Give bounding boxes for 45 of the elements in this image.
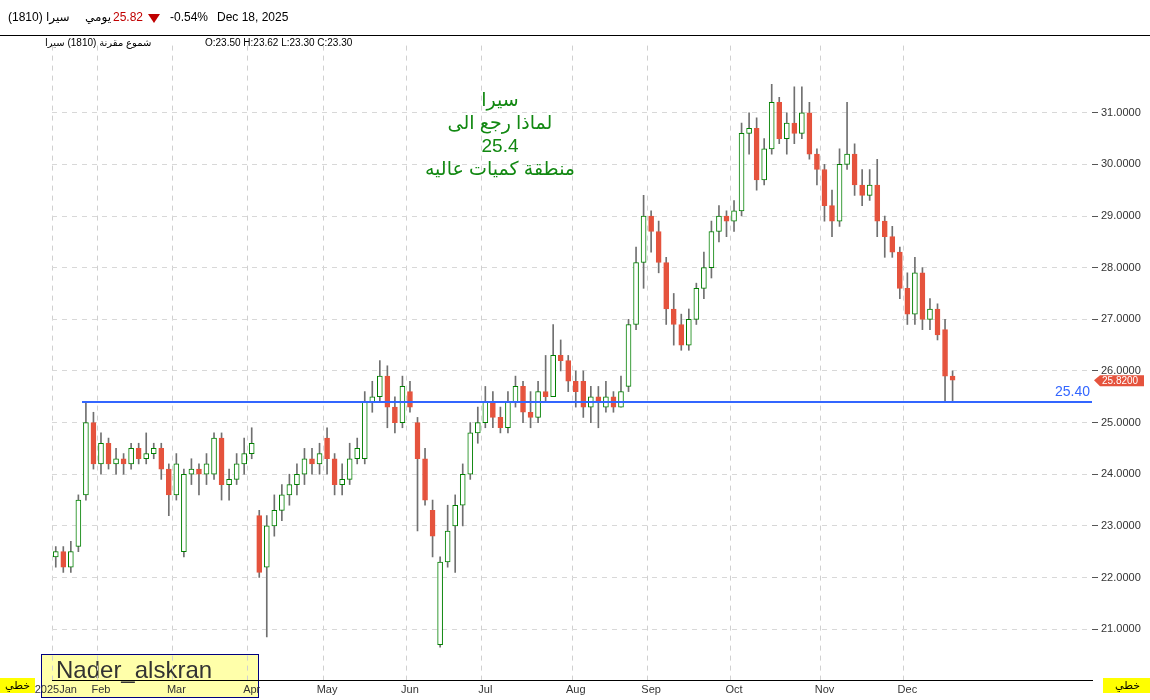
x-tick-label: Dec (897, 683, 918, 696)
scale-button: خطي (1103, 678, 1150, 693)
candlestick (309, 448, 315, 475)
text: -0.54% (170, 10, 209, 24)
text: يومي (85, 10, 111, 24)
candlestick (143, 432, 150, 465)
x-tick-label: Jun (401, 683, 419, 696)
x-tick-label: Jul (478, 683, 493, 696)
candlestick (791, 86, 798, 145)
x-tick-label: Nov (814, 683, 835, 696)
y-tick-label: 31.0000 (1101, 105, 1141, 118)
x-tick-label: Oct (725, 683, 743, 696)
candlestick (369, 380, 376, 413)
y-tick-label: 27.0000 (1101, 312, 1141, 325)
x-tick-label: Mar (166, 683, 187, 696)
y-tick-label: 24.0000 (1101, 467, 1141, 480)
x-tick-label: May (316, 683, 338, 696)
scale-button: خطي (0, 678, 35, 693)
y-tick-label: 26.0000 (1101, 363, 1141, 376)
annotation: O:23.50 H:23.62 L:23.30 C:23.30 (205, 37, 353, 48)
text: Dec 18, 2025 (217, 10, 289, 24)
candlestick (746, 112, 752, 155)
y-tick-label: 25.0000 (1101, 415, 1141, 428)
y-tick-label: 29.0000 (1101, 209, 1141, 222)
y-tick-label: 22.0000 (1101, 570, 1141, 583)
chart-title: سيرا (1810) (8, 10, 70, 24)
y-tick-label: 28.0000 (1101, 260, 1141, 273)
candlestick (557, 339, 564, 372)
y-tick-label: 30.0000 (1101, 157, 1141, 170)
candlestick (196, 463, 202, 496)
x-tick-label: Feb (91, 683, 111, 696)
candlestick (52, 546, 59, 568)
candlestick (339, 463, 345, 496)
annotation: Nader_alskran (56, 656, 213, 683)
ref-line-label: 25.40 (1054, 382, 1091, 399)
candlestick (113, 448, 119, 475)
y-tick-label: 21.0000 (1101, 622, 1141, 635)
chart-subtitle: شموع مقرنة (1810) سيرا (45, 37, 152, 48)
text: 25.82 (113, 10, 144, 24)
y-tick-label: 23.0000 (1101, 518, 1141, 531)
annotation: سيرا لماذا رجع الى 25.4 منطقة كميات عاليه (423, 88, 577, 180)
text: 25.8200 (1102, 374, 1139, 386)
candlestick (226, 468, 232, 501)
x-tick-label: Aug (565, 683, 586, 696)
x-tick-label: Sep (641, 683, 661, 696)
